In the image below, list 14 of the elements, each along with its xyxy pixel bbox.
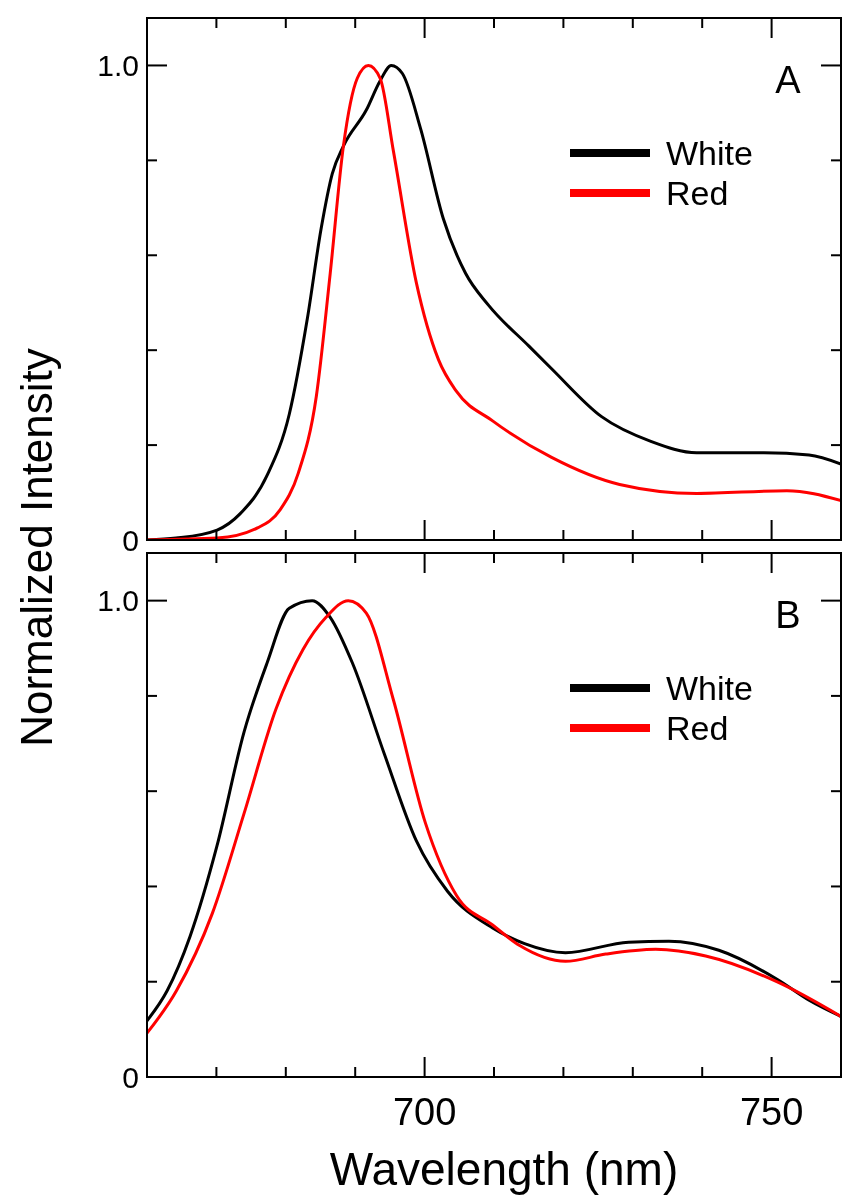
annotation: A [775, 59, 802, 101]
legend-label: Red [666, 173, 729, 212]
y-tick-label: 1.0 [97, 48, 139, 82]
legend-label: White [666, 133, 753, 172]
legend-label: White [666, 668, 753, 707]
x-axis-title: Wavelength (nm) [329, 1143, 679, 1195]
y-tick-label: 1.0 [97, 584, 139, 618]
y-axis-title: Normalized Intensity [12, 348, 61, 747]
y-tick-label: 0 [122, 523, 139, 557]
x-tick-label: 700 [392, 1091, 457, 1133]
x-tick-label: 750 [739, 1091, 804, 1133]
y-tick-label: 0 [122, 1060, 139, 1094]
legend-label: Red [666, 708, 729, 747]
annotation: B [775, 594, 801, 636]
